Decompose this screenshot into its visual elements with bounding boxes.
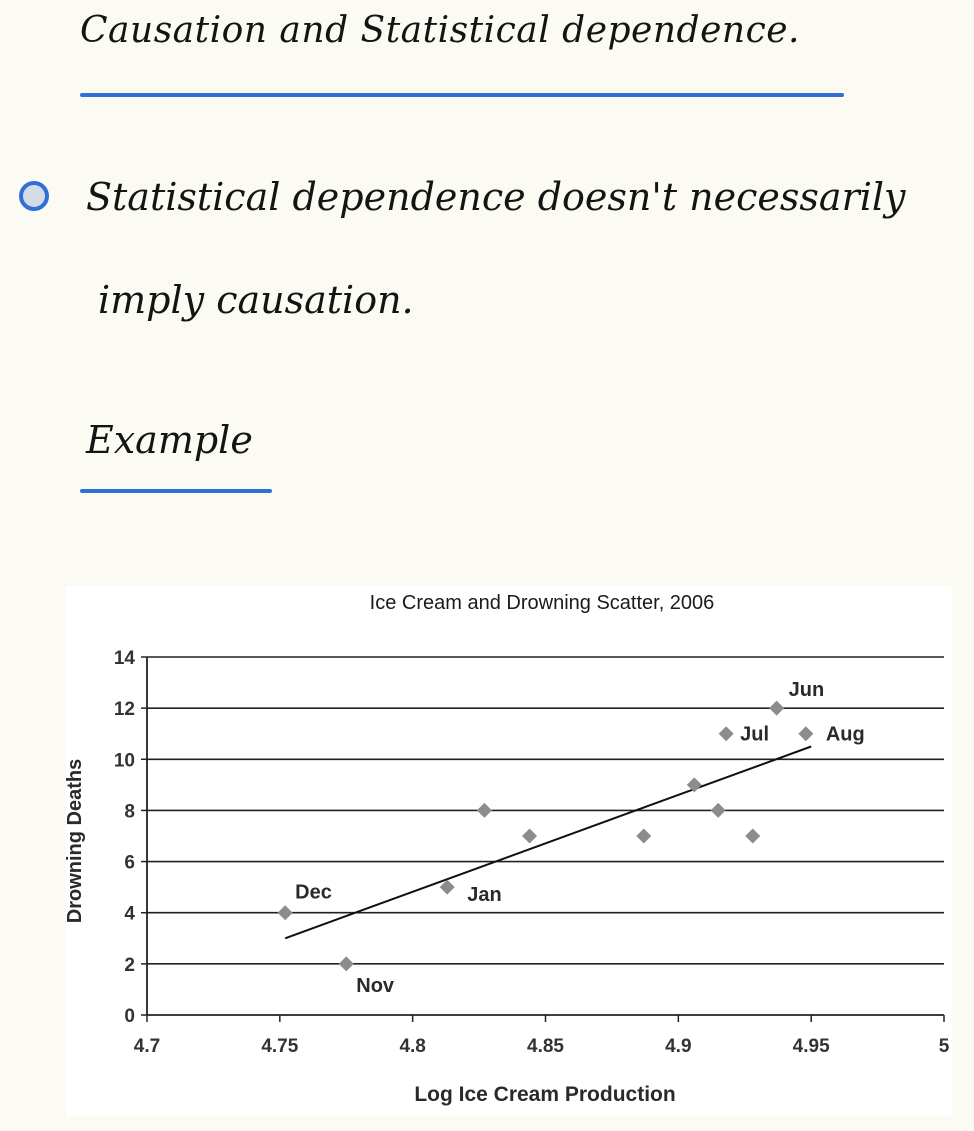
y-tick-label: 14: [114, 648, 136, 669]
example-label: Example: [86, 418, 253, 462]
x-tick-label: 4.85: [527, 1036, 564, 1057]
point-label: Jun: [789, 679, 825, 701]
y-tick-label: 12: [114, 699, 135, 720]
y-tick-label: 8: [124, 801, 135, 822]
x-axis-label: Log Ice Cream Production: [414, 1083, 675, 1106]
data-point: [522, 828, 538, 844]
x-tick-label: 4.95: [793, 1036, 830, 1057]
chart-title: Ice Cream and Drowning Scatter, 2006: [370, 592, 715, 614]
bullet-text-line-2: imply causation.: [98, 278, 414, 322]
data-point: [718, 726, 734, 742]
page-heading: Causation and Statistical dependence.: [80, 10, 800, 51]
bullet-text-line-1: Statistical dependence doesn't necessari…: [86, 175, 906, 219]
example-underline: [80, 489, 272, 493]
y-tick-label: 6: [124, 853, 135, 874]
point-label: Nov: [356, 975, 395, 997]
data-point: [745, 828, 761, 844]
data-point: [439, 879, 455, 895]
y-tick-label: 10: [114, 750, 135, 771]
data-point: [710, 802, 726, 818]
x-tick-label: 4.9: [665, 1036, 691, 1057]
data-point: [636, 828, 652, 844]
y-tick-label: 2: [124, 955, 135, 976]
point-label: Aug: [826, 724, 865, 746]
data-point: [476, 802, 492, 818]
chart-panel: Ice Cream and Drowning Scatter, 2006 0 2 4…: [66, 586, 952, 1116]
y-tick-label: 4: [124, 904, 135, 925]
x-tick-label: 4.7: [134, 1036, 160, 1057]
y-tick-label: 0: [124, 1006, 135, 1027]
data-point: [769, 700, 785, 716]
x-tick-label: 5: [939, 1036, 950, 1057]
point-label: Jul: [740, 724, 769, 746]
x-tick-label: 4.8: [399, 1036, 425, 1057]
point-label: Dec: [295, 882, 332, 904]
bullet-circle-icon: [19, 181, 49, 211]
point-label: Jan: [467, 884, 501, 906]
data-point: [798, 726, 814, 742]
scatter-chart: Ice Cream and Drowning Scatter, 2006 0 2 4…: [66, 592, 950, 1106]
data-point: [277, 905, 293, 921]
trend-line: [284, 745, 812, 940]
y-axis-label: Drowning Deaths: [66, 759, 86, 923]
data-point: [338, 956, 354, 972]
x-tick-label: 4.75: [261, 1036, 298, 1057]
heading-underline: [80, 93, 844, 97]
data-point: [686, 777, 702, 793]
